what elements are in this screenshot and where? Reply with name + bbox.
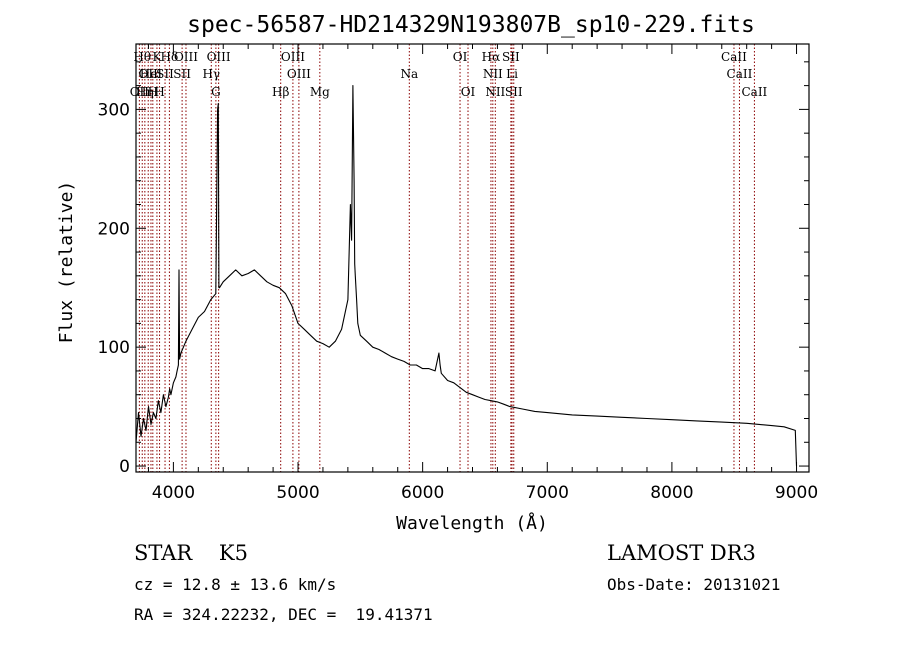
chart-title: spec-56587-HD214329N193807B_sp10-229.fit… xyxy=(187,12,755,38)
x-axis-label: Wavelength (Å) xyxy=(396,512,548,534)
x-tick-label: 5000 xyxy=(276,483,319,503)
line-label: Hη xyxy=(136,85,154,99)
line-label: CaII xyxy=(741,85,767,99)
line-label: SII xyxy=(173,67,191,81)
redshift-cz: cz = 12.8 ± 13.6 km/s xyxy=(134,575,336,594)
y-tick-label: 100 xyxy=(98,338,130,358)
spectrum-line xyxy=(135,85,798,467)
line-label: Li xyxy=(506,67,518,81)
x-tick-label: 7000 xyxy=(526,483,569,503)
y-tick-label: 200 xyxy=(98,219,130,239)
line-label: Mg xyxy=(310,85,330,99)
plot-frame xyxy=(135,43,810,473)
x-tick-label: 4000 xyxy=(152,483,195,503)
star-class: STAR K5 xyxy=(134,541,248,565)
line-label: HeI xyxy=(140,67,163,81)
x-tick-label: 9000 xyxy=(775,483,818,503)
line-label: G xyxy=(211,85,221,99)
y-tick-label: 300 xyxy=(98,100,130,120)
line-label: OIII xyxy=(287,67,311,81)
line-label: OII xyxy=(139,67,159,81)
x-tick-label: 8000 xyxy=(650,483,693,503)
line-label: SII xyxy=(505,85,523,99)
line-labels: OIIHθHηOIIHeIHKHSIIHδSIIOIIIHγGOIIIHβOII… xyxy=(130,50,768,99)
line-label: Hα xyxy=(482,50,501,64)
line-label: Hβ xyxy=(272,85,289,99)
spectrum-series xyxy=(135,85,798,467)
coordinates: RA = 324.22232, DEC = 19.41371 xyxy=(134,605,433,624)
line-label: SII xyxy=(502,50,520,64)
line-label: Hθ xyxy=(133,50,151,64)
line-label: OII xyxy=(130,85,150,99)
line-label: OI xyxy=(461,85,476,99)
line-label: CaII xyxy=(727,67,753,81)
line-label: SII xyxy=(156,67,174,81)
line-label: OI xyxy=(453,50,468,64)
y-axis-ticks: 0 100 200 300 xyxy=(98,61,809,477)
line-label: K xyxy=(152,50,162,64)
survey-name: LAMOST DR3 xyxy=(607,541,756,565)
x-axis-ticks: 4000 5000 6000 7000 8000 9000 xyxy=(147,44,818,503)
line-label: OIII xyxy=(281,50,305,64)
line-label: NII xyxy=(485,85,505,99)
y-axis-label: Flux (relative) xyxy=(56,181,77,344)
line-label: Na xyxy=(400,67,418,81)
line-label: CaII xyxy=(721,50,747,64)
line-label: H xyxy=(148,85,158,99)
line-markers xyxy=(138,44,755,472)
line-label: OIII xyxy=(207,50,231,64)
line-label: H xyxy=(154,85,164,99)
x-tick-label: 6000 xyxy=(401,483,444,503)
line-label: OIII xyxy=(174,50,198,64)
y-tick-label: 0 xyxy=(119,457,130,477)
line-label: Hγ xyxy=(202,67,220,81)
obs-date: Obs-Date: 20131021 xyxy=(607,575,780,594)
line-label: NII xyxy=(483,67,503,81)
